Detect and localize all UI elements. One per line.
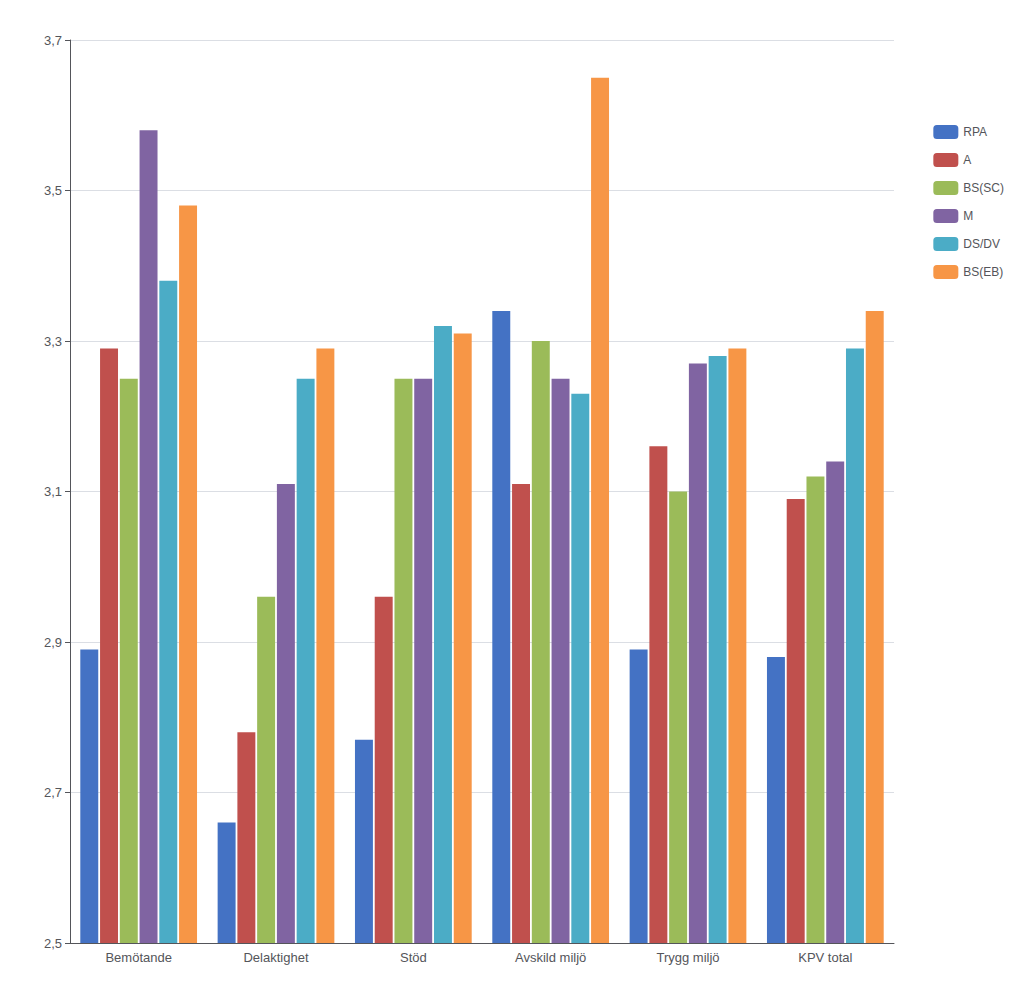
svg-text:Trygg miljö: Trygg miljö: [656, 950, 719, 965]
svg-text:BS(SC): BS(SC): [963, 181, 1004, 195]
svg-text:A: A: [963, 153, 971, 167]
svg-text:3,1: 3,1: [44, 484, 62, 499]
svg-text:3,3: 3,3: [44, 334, 62, 349]
svg-text:KPV total: KPV total: [798, 950, 852, 965]
svg-text:M: M: [963, 209, 973, 223]
svg-text:Bemötande: Bemötande: [105, 950, 172, 965]
svg-text:Delaktighet: Delaktighet: [243, 950, 308, 965]
svg-text:DS/DV: DS/DV: [963, 237, 1000, 251]
svg-text:2,7: 2,7: [44, 785, 62, 800]
svg-text:BS(EB): BS(EB): [963, 265, 1003, 279]
svg-text:Stöd: Stöd: [400, 950, 427, 965]
svg-text:2,5: 2,5: [44, 936, 62, 951]
svg-text:Avskild miljö: Avskild miljö: [515, 950, 586, 965]
svg-text:3,7: 3,7: [44, 33, 62, 48]
svg-text:2,9: 2,9: [44, 635, 62, 650]
svg-text:3,5: 3,5: [44, 183, 62, 198]
svg-text:RPA: RPA: [963, 125, 987, 139]
